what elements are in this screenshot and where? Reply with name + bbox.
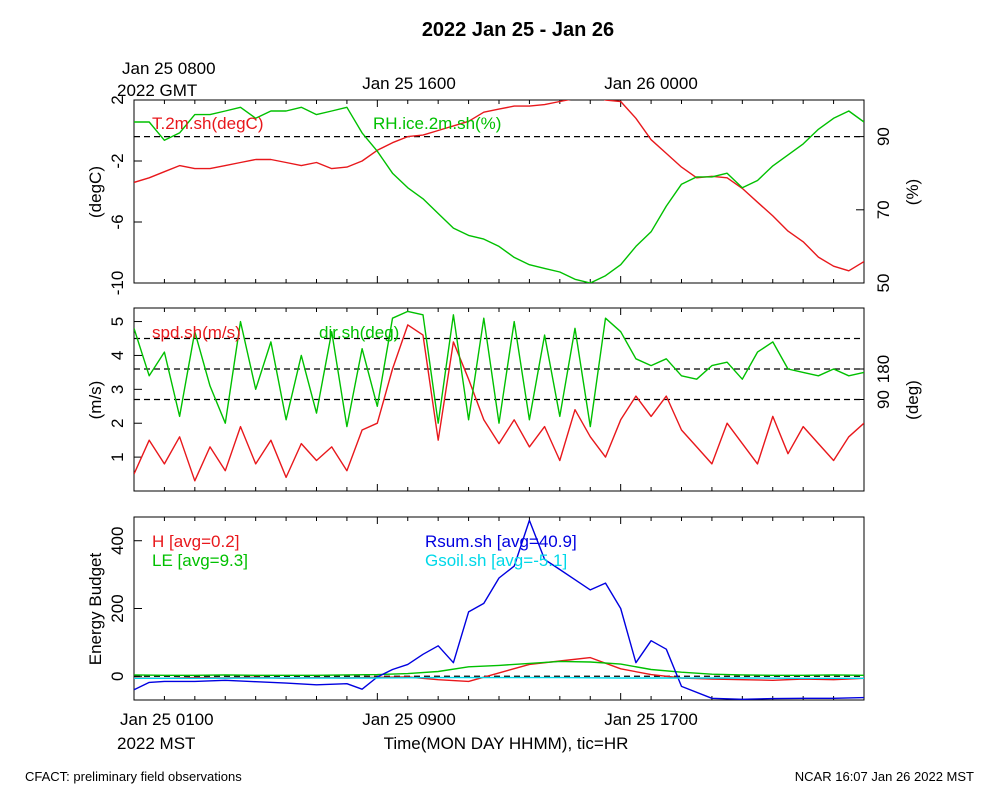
top-axis-label-1: Jan 25 1600 xyxy=(362,74,456,93)
panel2-ylabel-left: (m/s) xyxy=(86,381,105,420)
footer-right: NCAR 16:07 Jan 26 2022 MST xyxy=(795,769,974,784)
y-tick-label-left: 5 xyxy=(108,317,127,326)
panel3-ylabel-left: Energy Budget xyxy=(86,552,105,665)
legend-h: H [avg=0.2] xyxy=(152,532,239,551)
bottom-axis-first-label-line2: 2022 MST xyxy=(117,734,195,753)
y-tick-label-left: 200 xyxy=(108,594,127,622)
panel2-ylabel-right: (deg) xyxy=(903,380,922,420)
y-tick-label-right: 90 xyxy=(874,390,893,409)
panel1-ylabel-left: (degC) xyxy=(86,166,105,218)
top-axis-label-2: Jan 26 0000 xyxy=(604,74,698,93)
legend-speed: spd.sh(m/s) xyxy=(152,323,241,342)
series-line-rsum-sh-avg-40-9 xyxy=(134,519,864,700)
bottom-axis-label-2: Jan 25 1700 xyxy=(604,710,698,729)
series-line-rh-ice-2m-sh xyxy=(134,106,864,283)
panel-series-group xyxy=(134,519,864,700)
y-tick-label-left: -2 xyxy=(108,153,127,168)
y-tick-label-left: -10 xyxy=(108,271,127,296)
legend-rsum: Rsum.sh [avg=40.9] xyxy=(425,532,577,551)
y-tick-label-right: 180 xyxy=(874,355,893,383)
y-tick-label-right: 90 xyxy=(874,127,893,146)
legend-rh: RH.ice.2m.sh(%) xyxy=(373,114,501,133)
panel-series-group xyxy=(134,310,864,482)
series-line-le-avg-9-3 xyxy=(134,660,864,676)
y-tick-label-right: 70 xyxy=(874,200,893,219)
panel1-ylabel-right: (%) xyxy=(903,179,922,205)
footer-left: CFACT: preliminary field observations xyxy=(25,769,242,784)
y-tick-label-left: 400 xyxy=(108,527,127,555)
data-series xyxy=(134,100,864,700)
axis-ticks xyxy=(133,99,865,700)
series-line-dir-sh-deg xyxy=(134,310,864,428)
y-tick-label-left: 1 xyxy=(108,452,127,461)
series-line-spd-sh-m-s xyxy=(134,324,864,482)
bottom-axis-label-1: Jan 25 0900 xyxy=(362,710,456,729)
top-axis-first-label: Jan 25 0800 xyxy=(122,59,216,78)
legend-le: LE [avg=9.3] xyxy=(152,551,248,570)
series-line-gsoil-sh-avg-5-1 xyxy=(134,676,864,679)
legend-temperature: T.2m.sh(degC) xyxy=(152,114,263,133)
legend-gsoil: Gsoil.sh [avg=-5.1] xyxy=(425,551,567,570)
reference-lines xyxy=(134,136,864,677)
y-tick-label-left: 0 xyxy=(108,672,127,681)
y-tick-label-right: 50 xyxy=(874,274,893,293)
y-tick-label-left: 2 xyxy=(108,95,127,104)
legend-direction: dir.sh(deg) xyxy=(319,323,399,342)
bottom-axis-first-label: Jan 25 0100 xyxy=(120,710,214,729)
chart-title: 2022 Jan 25 - Jan 26 xyxy=(422,19,614,41)
x-axis-label: Time(MON DAY HHMM), tic=HR xyxy=(384,734,629,753)
y-tick-label-left: 3 xyxy=(108,385,127,394)
y-tick-label-left: 4 xyxy=(108,351,127,360)
top-axis-first-label-line2: 2022 GMT xyxy=(117,81,197,100)
y-tick-label-left: -6 xyxy=(108,214,127,229)
tick-labels: 2 -2 -6 -10 90 70 50 5 4 3 2 1 180 90 400 200 0 xyxy=(108,95,893,681)
y-tick-label-left: 2 xyxy=(108,418,127,427)
panel-series-group xyxy=(134,100,864,283)
